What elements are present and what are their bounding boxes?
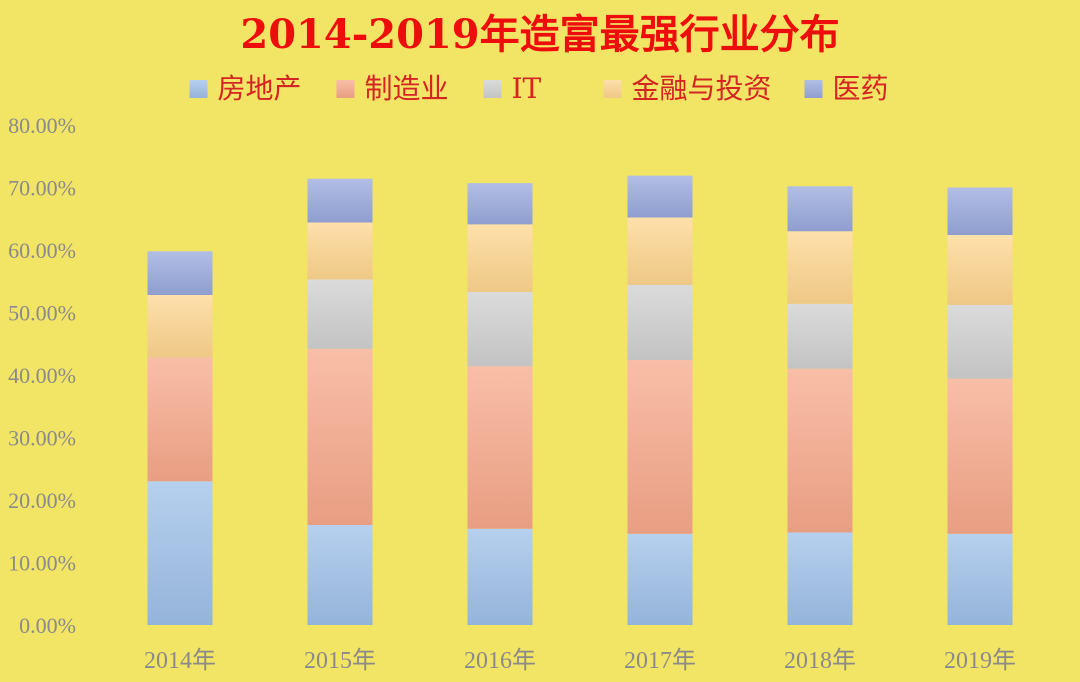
bar-segment-4-4 <box>787 186 853 232</box>
y-tick-label: 30.00% <box>8 426 76 451</box>
y-tick-label: 40.00% <box>8 363 76 388</box>
bar-segment-5-4 <box>947 187 1013 235</box>
y-tick-label: 20.00% <box>8 488 76 513</box>
bar-segment-4-2 <box>787 303 853 369</box>
bar-segment-4-3 <box>787 231 853 304</box>
bar-segment-2-3 <box>467 224 533 292</box>
y-axis: 0.00% 10.00% 20.00% 30.00% 40.00% 50.00% 60.00… <box>8 113 76 638</box>
bar-segment-2-0 <box>467 528 533 625</box>
x-tick-label: 2014年 <box>144 647 216 674</box>
bars <box>147 175 1013 625</box>
y-tick-label: 70.00% <box>8 176 76 201</box>
legend-swatch-0 <box>189 80 208 98</box>
legend-swatch-3 <box>603 80 622 98</box>
x-tick-label: 2016年 <box>464 647 536 674</box>
x-tick-label: 2017年 <box>624 647 696 674</box>
legend-label-4: 医药 <box>833 72 889 105</box>
bar-segment-5-0 <box>947 533 1013 625</box>
legend-label-2: IT <box>512 72 542 105</box>
bar-segment-3-1 <box>627 360 693 534</box>
bar-segment-1-1 <box>307 348 373 525</box>
legend-swatch-4 <box>804 80 823 98</box>
bar-segment-5-2 <box>947 305 1013 379</box>
bar-segment-3-2 <box>627 285 693 360</box>
y-tick-label: 10.00% <box>8 551 76 576</box>
bar-segment-0-3 <box>147 295 213 358</box>
y-tick-label: 50.00% <box>8 301 76 326</box>
x-tick-label: 2018年 <box>784 647 856 674</box>
chart-title: 2014-2019年造富最强行业分布 <box>240 11 839 58</box>
bar-segment-5-3 <box>947 235 1013 305</box>
y-tick-label: 0.00% <box>19 613 76 638</box>
bar-segment-0-1 <box>147 357 213 482</box>
y-tick-label: 80.00% <box>8 113 76 138</box>
legend: 房地产 制造业 IT 金融与投资 医药 <box>189 72 889 105</box>
x-tick-label: 2019年 <box>944 647 1016 674</box>
legend-swatch-2 <box>483 80 502 98</box>
bar-segment-0-4 <box>147 251 213 295</box>
legend-swatch-1 <box>336 80 355 98</box>
bar-segment-1-0 <box>307 525 373 625</box>
bar-segment-5-1 <box>947 378 1013 534</box>
bar-segment-1-4 <box>307 178 373 223</box>
bar-segment-2-4 <box>467 183 533 225</box>
bar-segment-2-2 <box>467 291 533 367</box>
bar-segment-4-0 <box>787 532 853 625</box>
legend-label-3: 金融与投资 <box>632 72 772 105</box>
bar-segment-1-2 <box>307 279 373 349</box>
legend-label-0: 房地产 <box>218 72 302 105</box>
bar-segment-3-0 <box>627 533 693 625</box>
x-tick-label: 2015年 <box>304 647 376 674</box>
x-axis: 2014年 2015年 2016年 2017年 2018年 2019年 <box>144 647 1016 674</box>
bar-segment-2-1 <box>467 366 533 529</box>
legend-label-1: 制造业 <box>365 72 449 105</box>
bar-segment-3-3 <box>627 217 693 285</box>
bar-segment-3-4 <box>627 175 693 218</box>
y-tick-label: 60.00% <box>8 238 76 263</box>
bar-segment-4-1 <box>787 368 853 533</box>
bar-segment-0-0 <box>147 481 213 625</box>
bar-segment-1-3 <box>307 222 373 280</box>
